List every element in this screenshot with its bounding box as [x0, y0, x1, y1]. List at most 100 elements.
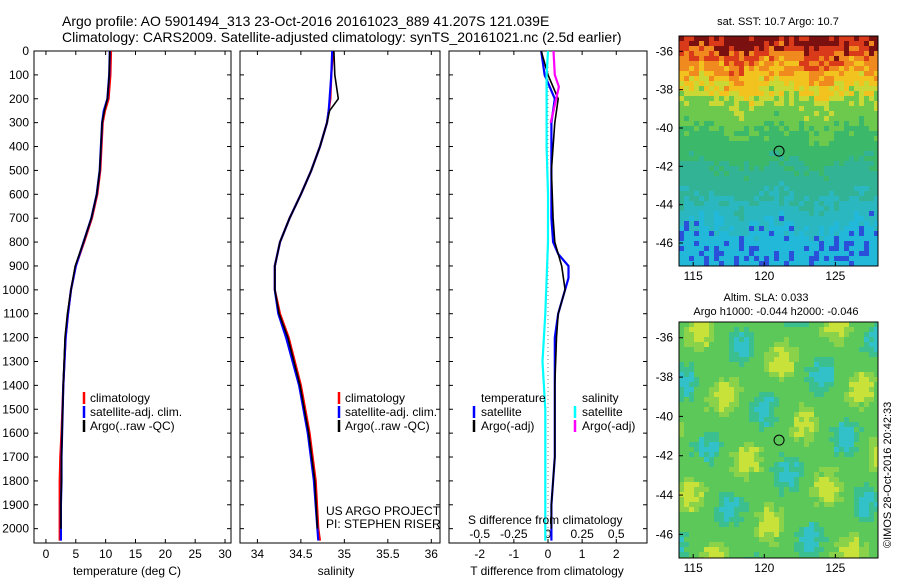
map-cell: [784, 96, 789, 101]
imos-credit: ©IMOS 28-Oct-2016 20:42:33: [882, 402, 894, 548]
map-cell: [834, 146, 839, 151]
map-cell: [804, 442, 809, 447]
map-cell: [864, 427, 869, 432]
map-cell: [829, 392, 834, 397]
map-cell: [699, 156, 704, 161]
legend-label: Argo(..raw -QC): [90, 419, 175, 433]
map-cell: [679, 512, 684, 517]
map-cell: [844, 437, 849, 442]
map-cell: [709, 161, 714, 166]
map-cell: [699, 407, 704, 412]
map-cell: [849, 196, 854, 201]
map-cell: [684, 447, 689, 452]
map-cell: [769, 342, 774, 347]
map-cell: [859, 186, 864, 191]
map-cell: [854, 427, 859, 432]
map-cell: [754, 121, 759, 126]
map-cell: [794, 337, 799, 342]
map-cell: [864, 201, 869, 206]
map-cell: [779, 352, 784, 357]
map-cell: [824, 216, 829, 221]
map-cell: [739, 547, 744, 552]
map-cell: [719, 211, 724, 216]
map-cell: [794, 141, 799, 146]
map-cell: [809, 171, 814, 176]
map-cell: [754, 216, 759, 221]
map-cell: [819, 487, 824, 492]
map-cell: [729, 422, 734, 427]
map-cell: [874, 131, 878, 136]
depth-tick-label: 500: [9, 163, 29, 177]
map-cell: [849, 61, 854, 66]
map-cell: [734, 322, 739, 327]
map-cell: [754, 56, 759, 61]
map-cell: [739, 412, 744, 417]
map-cell: [774, 497, 779, 502]
map-cell: [679, 51, 684, 56]
map-cell: [754, 402, 759, 407]
map-cell: [714, 166, 719, 171]
map-cell: [794, 477, 799, 482]
map-cell: [749, 457, 754, 462]
map-cell: [849, 532, 854, 537]
map-cell: [789, 367, 794, 372]
map-cell: [809, 457, 814, 462]
map-cell: [814, 66, 819, 71]
map-cell: [799, 66, 804, 71]
map-cell: [824, 462, 829, 467]
map-cell: [679, 412, 684, 417]
map-cell: [779, 196, 784, 201]
map-cell: [774, 437, 779, 442]
map-cell: [859, 512, 864, 517]
map-cell: [799, 226, 804, 231]
map-cell: [849, 206, 854, 211]
map-cell: [689, 171, 694, 176]
map-cell: [769, 111, 774, 116]
map-cell: [719, 116, 724, 121]
map-cell: [704, 472, 709, 477]
map-cell: [854, 126, 859, 131]
map-cell: [754, 156, 759, 161]
map-cell: [679, 211, 684, 216]
map-cell: [739, 482, 744, 487]
map-cell: [684, 522, 689, 527]
map-cell: [849, 241, 854, 246]
map-cell: [834, 322, 839, 327]
map-cell: [694, 492, 699, 497]
map-cell: [794, 126, 799, 131]
map-cell: [739, 186, 744, 191]
map-cell: [789, 261, 794, 266]
map-cell: [824, 322, 829, 327]
map-cell: [819, 211, 824, 216]
map-cell: [859, 146, 864, 151]
map-cell: [839, 512, 844, 517]
map-cell: [759, 121, 764, 126]
map-cell: [844, 427, 849, 432]
map-cell: [844, 176, 849, 181]
map-cell: [744, 56, 749, 61]
map-cell: [874, 86, 878, 91]
map-cell: [779, 106, 784, 111]
map-cell: [849, 171, 854, 176]
map-cell: [824, 337, 829, 342]
map-cell: [679, 492, 684, 497]
map-cell: [809, 261, 814, 266]
map-cell: [744, 537, 749, 542]
map-cell: [834, 256, 839, 261]
map-cell: [754, 552, 759, 557]
map-cell: [874, 372, 878, 377]
map-cell: [724, 261, 729, 266]
map-cell: [709, 101, 714, 106]
map-cell: [759, 422, 764, 427]
map-cell: [684, 156, 689, 161]
map-cell: [779, 201, 784, 206]
map-cell: [754, 86, 759, 91]
map-cell: [864, 452, 869, 457]
map-cell: [799, 347, 804, 352]
map-cell: [794, 191, 799, 196]
map-cell: [754, 327, 759, 332]
map-cell: [794, 432, 799, 437]
map-cell: [774, 91, 779, 96]
map-cell: [734, 141, 739, 146]
map-cell: [744, 452, 749, 457]
